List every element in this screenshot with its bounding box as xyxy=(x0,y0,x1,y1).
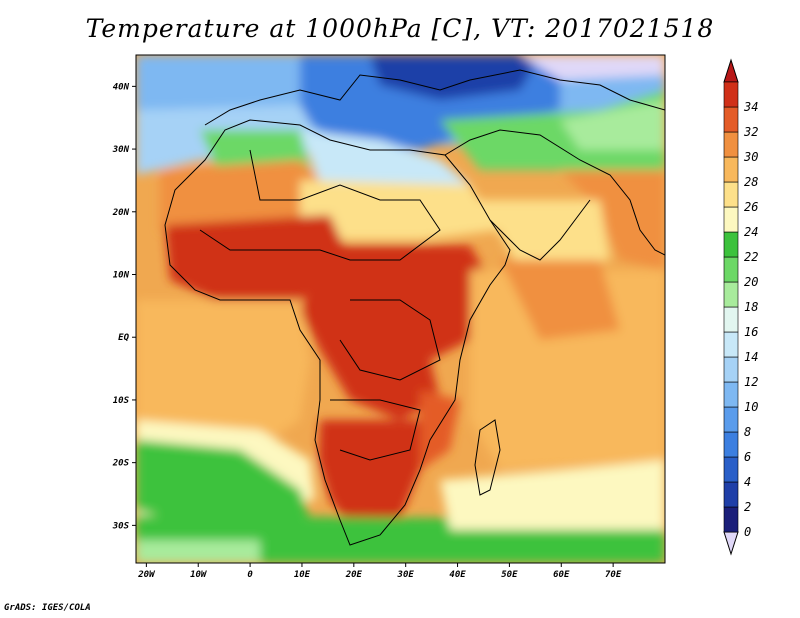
y-tick-label: 20N xyxy=(112,208,130,218)
y-tick-label: 10S xyxy=(113,396,130,406)
colorbar-swatch xyxy=(723,281,739,308)
colorbar-label: 0 xyxy=(744,525,751,539)
colorbar-over-triangle xyxy=(723,58,739,83)
temperature-field xyxy=(136,55,665,563)
credit-label: GrADS: IGES/COLA xyxy=(4,603,91,613)
colorbar-swatch xyxy=(723,381,739,408)
colorbar-label: 6 xyxy=(744,450,751,464)
colorbar-swatch xyxy=(723,331,739,358)
colorbar-label: 14 xyxy=(744,350,758,364)
y-axis: 40N 30N 20N 10N EQ 10S 20S 30S xyxy=(112,82,136,531)
colorbar-swatch xyxy=(723,256,739,283)
x-tick-label: 0 xyxy=(247,570,253,580)
colorbar-label: 20 xyxy=(744,275,758,289)
colorbar-swatch xyxy=(723,206,739,233)
colorbar-label: 26 xyxy=(744,200,758,214)
y-tick-label: 20S xyxy=(112,459,130,469)
colorbar-under-triangle xyxy=(723,531,739,556)
x-tick-label: 20W xyxy=(137,570,156,580)
colorbar-label: 22 xyxy=(744,250,758,264)
colorbar-label: 4 xyxy=(744,475,751,489)
x-axis: 20W 10W 0 10E 20E 30E 40E 50E 60E 70E xyxy=(137,563,622,580)
colorbar-swatch xyxy=(723,156,739,183)
y-tick-label: 30N xyxy=(112,145,130,155)
y-tick-label: 30S xyxy=(112,521,130,531)
coastlines xyxy=(164,69,665,546)
colorbar-label: 2 xyxy=(744,500,751,514)
x-tick-label: 20E xyxy=(345,570,363,580)
colorbar-label: 10 xyxy=(744,400,758,414)
x-tick-label: 70E xyxy=(605,570,622,580)
colorbar-label: 34 xyxy=(743,100,758,114)
colorbar-swatch xyxy=(723,356,739,383)
colorbar-label: 18 xyxy=(744,300,758,314)
colorbar-label: 24 xyxy=(744,225,758,239)
colorbar-swatch xyxy=(723,231,739,258)
colorbar-swatch xyxy=(723,81,739,108)
x-tick-label: 10E xyxy=(294,570,311,580)
colorbar-swatch xyxy=(723,131,739,158)
chart-title: Temperature at 1000hPa [C], VT: 20170215… xyxy=(85,14,715,43)
x-tick-label: 50E xyxy=(501,570,518,580)
y-tick-label: EQ xyxy=(118,333,129,343)
colorbar-swatch xyxy=(723,431,739,458)
y-tick-label: 40N xyxy=(113,82,130,92)
colorbar-swatch xyxy=(723,456,739,483)
colorbar-label: 16 xyxy=(744,325,758,339)
colorbar-swatch xyxy=(723,306,739,333)
colorbar-label: 12 xyxy=(744,375,758,389)
plot-frame xyxy=(135,54,666,564)
colorbar-swatch xyxy=(723,181,739,208)
x-tick-label: 10W xyxy=(190,570,208,580)
colorbar-swatch xyxy=(723,106,739,133)
colorbar-label: 28 xyxy=(744,175,758,189)
colorbar-swatch xyxy=(723,406,739,433)
x-tick-label: 60E xyxy=(553,570,570,580)
colorbar-label: 30 xyxy=(743,150,758,164)
y-tick-label: 10N xyxy=(113,271,130,281)
colorbar-label: 32 xyxy=(743,125,758,139)
x-tick-label: 40E xyxy=(449,570,466,580)
colorbar-swatch xyxy=(723,481,739,508)
colorbar-label: 8 xyxy=(744,425,751,439)
colorbar-swatch xyxy=(723,506,739,533)
x-tick-label: 30E xyxy=(397,570,415,580)
